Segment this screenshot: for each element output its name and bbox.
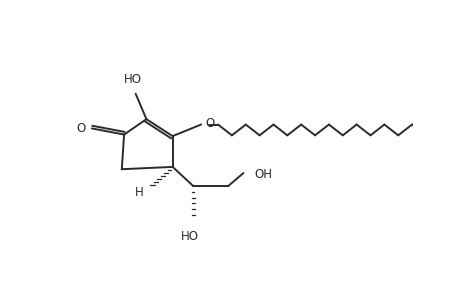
Text: HO: HO	[180, 230, 198, 243]
Text: OH: OH	[254, 168, 272, 181]
Text: H: H	[134, 186, 143, 199]
Text: O: O	[76, 122, 85, 135]
Text: O: O	[205, 116, 214, 130]
Text: HO: HO	[124, 73, 142, 86]
